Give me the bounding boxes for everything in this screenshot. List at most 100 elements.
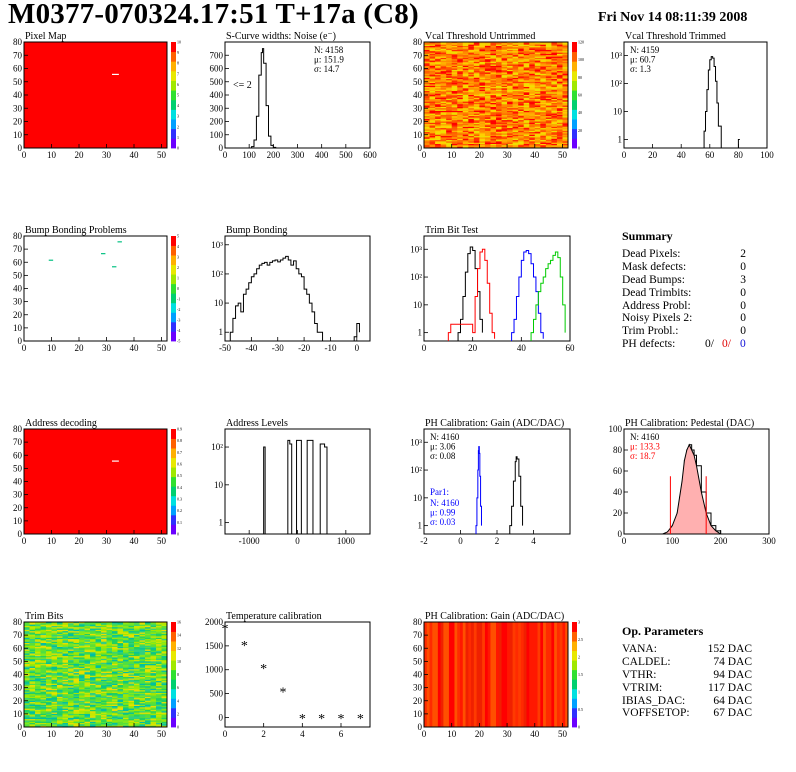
heatmap-cell <box>424 129 430 132</box>
heatmap-cell <box>90 633 96 636</box>
heatmap-cell <box>84 632 91 635</box>
heatmap-cell <box>156 720 162 723</box>
heatmap-cell <box>117 708 124 711</box>
heatmap-cell <box>123 677 129 679</box>
heatmap-cell <box>161 654 168 657</box>
heatmap-cell <box>435 100 441 102</box>
heatmap-cell <box>68 706 74 708</box>
heatmap-cell <box>479 110 486 113</box>
heatmap-cell <box>551 130 558 133</box>
heatmap-cell <box>51 715 58 717</box>
heatmap-cell <box>551 118 558 121</box>
plot-frame <box>224 235 371 342</box>
heatmap-cell <box>117 633 124 636</box>
heatmap-cell <box>73 703 80 705</box>
heatmap-cell <box>117 624 124 627</box>
heatmap-cell <box>479 120 486 122</box>
heatmap-cell <box>523 110 530 113</box>
heatmap-cell <box>128 656 135 658</box>
heatmap-cell <box>490 118 497 121</box>
heatmap-cell <box>101 704 107 707</box>
heatmap-cell <box>545 85 552 88</box>
heatmap-cell <box>79 645 85 648</box>
heatmap-cell <box>156 682 162 684</box>
heatmap-cell <box>462 72 469 75</box>
heatmap-cell <box>29 712 36 715</box>
heatmap-cell <box>57 624 63 627</box>
heatmap-cell <box>518 57 524 60</box>
heatmap-cell <box>128 671 135 674</box>
heatmap-cell <box>73 661 80 663</box>
heatmap-cell <box>112 640 118 642</box>
heatmap-cell <box>435 69 441 72</box>
heatmap-cell <box>523 85 530 88</box>
heatmap-cell <box>424 63 430 65</box>
heatmap-cell <box>106 671 113 674</box>
heatmap-cell <box>507 45 513 48</box>
heatmap-cell <box>545 73 552 76</box>
heatmap-cell <box>106 660 113 662</box>
heatmap-cell <box>518 71 524 73</box>
heatmap-cell <box>451 132 458 134</box>
heatmap-cell <box>161 656 168 658</box>
heatmap-cell <box>479 106 486 109</box>
heatmap-cell <box>529 61 536 64</box>
heatmap-cell <box>440 51 447 53</box>
heatmap-cell <box>145 683 151 686</box>
heatmap-cell <box>435 42 441 44</box>
heatmap-cell <box>468 91 475 93</box>
heatmap-cell <box>507 132 513 134</box>
heatmap-cell <box>429 73 436 76</box>
heatmap-cell <box>62 723 69 725</box>
heatmap-cell <box>35 715 41 717</box>
heatmap-cell <box>156 678 162 681</box>
heatmap-cell <box>440 97 447 100</box>
heatmap-cell <box>512 71 519 73</box>
heatmap-cell <box>451 97 458 100</box>
palette-label: 3 <box>578 620 580 625</box>
palette-label: 2.5 <box>578 637 583 642</box>
heatmap-cell <box>128 717 135 720</box>
heatmap-cell <box>479 77 486 80</box>
heatmap-cell <box>429 48 436 51</box>
heatmap-cell <box>145 640 151 642</box>
scatter-point: * <box>260 662 267 677</box>
summary-value: 0 <box>740 286 746 299</box>
heatmap-cell <box>457 89 464 92</box>
heatmap-cell <box>512 49 519 52</box>
heatmap-cell <box>540 138 547 141</box>
heatmap-cell <box>468 130 475 133</box>
heatmap-cell <box>496 43 502 45</box>
heatmap-cell <box>529 57 536 60</box>
heatmap-cell <box>123 635 129 637</box>
stats-text: σ: 14.7 <box>314 64 340 74</box>
heatmap-cell <box>523 72 530 75</box>
heatmap-cell <box>79 662 85 665</box>
heatmap-cell <box>161 641 168 644</box>
heatmap-cell <box>534 104 541 106</box>
parameters-panel: Op. Parameters VANA: 152 DAC CALDEL: 74 DAC… <box>622 624 752 720</box>
heatmap-cell <box>112 725 118 728</box>
heatmap-cell <box>468 138 475 141</box>
heatmap-cell <box>51 687 58 690</box>
chart-title: Trim Bits <box>25 611 63 622</box>
heatmap-cell <box>556 141 563 143</box>
heatmap-cell <box>62 719 69 721</box>
heatmap-cell <box>84 650 91 653</box>
y-tick-label: 60 <box>413 643 423 653</box>
heatmap-cell <box>128 695 135 698</box>
heatmap-cell <box>90 673 96 675</box>
heatmap-cell <box>46 688 52 691</box>
heatmap-cell <box>24 658 30 661</box>
heatmap-cell <box>40 687 47 690</box>
heatmap-cell <box>40 671 47 674</box>
heatmap-cell <box>139 665 146 667</box>
heatmap-cell <box>134 671 140 674</box>
heatmap-cell <box>484 109 491 112</box>
heatmap-cell <box>512 140 519 142</box>
heatmap-cell <box>435 55 441 57</box>
palette-label: 20 <box>578 128 582 133</box>
heatmap-cell <box>468 48 475 51</box>
heatmap-cell <box>556 117 563 120</box>
heatmap-cell <box>24 653 30 656</box>
